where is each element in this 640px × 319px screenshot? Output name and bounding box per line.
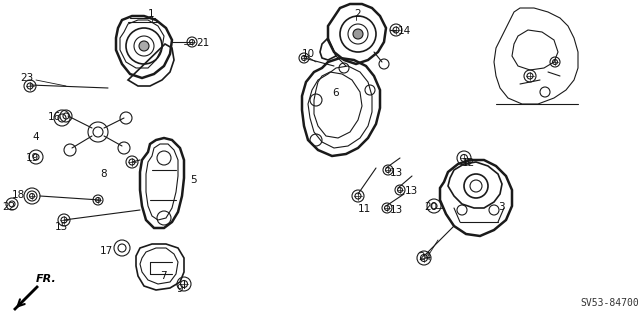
Text: 6: 6	[332, 88, 339, 98]
Text: FR.: FR.	[36, 274, 57, 284]
Text: 10: 10	[302, 49, 315, 59]
Text: 13: 13	[390, 205, 403, 215]
Text: 3: 3	[498, 202, 504, 212]
Text: 5: 5	[190, 175, 196, 185]
Circle shape	[139, 41, 149, 51]
Text: 9: 9	[176, 284, 182, 294]
Text: 14: 14	[398, 26, 412, 36]
Text: 17: 17	[100, 246, 113, 256]
Text: 15: 15	[55, 222, 68, 232]
Text: 20: 20	[424, 202, 437, 212]
Text: 4: 4	[32, 132, 38, 142]
Circle shape	[353, 29, 363, 39]
Text: 21: 21	[196, 38, 209, 48]
Text: 18: 18	[12, 190, 25, 200]
Text: 13: 13	[390, 168, 403, 178]
Text: 12: 12	[462, 158, 476, 168]
Text: 19: 19	[26, 153, 39, 163]
Text: SV53-84700: SV53-84700	[580, 298, 639, 308]
Text: 23: 23	[20, 73, 33, 83]
Text: 16: 16	[48, 112, 61, 122]
Text: 24: 24	[418, 252, 431, 262]
Text: 2: 2	[354, 9, 360, 19]
Text: 7: 7	[160, 271, 166, 281]
Text: 13: 13	[405, 186, 419, 196]
Text: 8: 8	[100, 169, 107, 179]
Text: 1: 1	[148, 9, 155, 19]
Text: 22: 22	[2, 202, 15, 212]
Text: 11: 11	[358, 204, 371, 214]
